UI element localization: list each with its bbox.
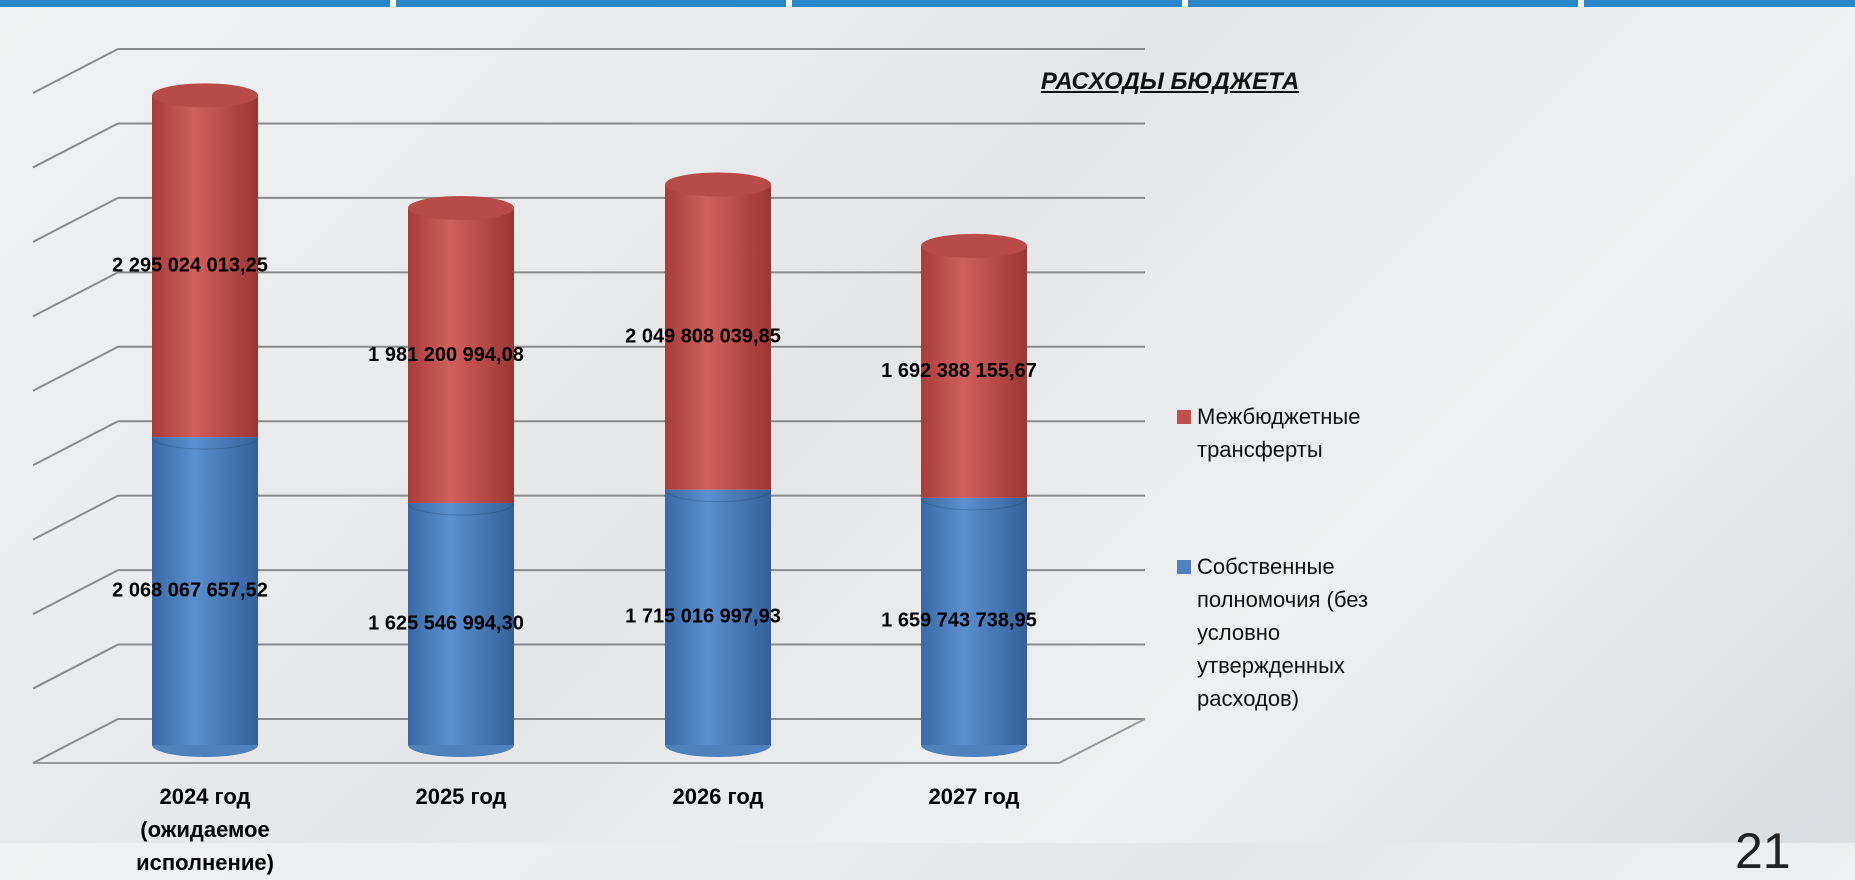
data-label: 1 715 016 997,93 [625, 606, 781, 628]
legend-swatch [1177, 410, 1191, 424]
grid-side-line [33, 421, 118, 465]
grid-side-line [33, 123, 118, 167]
x-tick-label: 2027 год [844, 780, 1104, 813]
data-label: 2 295 024 013,25 [112, 255, 268, 277]
chart-title: РАСХОДЫ БЮДЖЕТА [1010, 68, 1330, 96]
legend-label: Межбюджетные трансферты [1197, 400, 1402, 466]
legend-item: Собственные полномочия (без условно утве… [1177, 550, 1402, 715]
cylinder-cap [408, 196, 514, 220]
data-label: 1 659 743 738,95 [881, 610, 1037, 632]
grid-side-line [33, 198, 118, 242]
x-tick-label: 2025 год [331, 780, 591, 813]
legend-item: Межбюджетные трансферты [1177, 400, 1402, 466]
cylinder-cap [921, 234, 1027, 258]
page-number: 21 [1735, 822, 1791, 880]
grid-side-line [33, 272, 118, 316]
bars [152, 83, 1027, 757]
grid-side-line [33, 570, 118, 614]
grid-side-line [33, 49, 118, 93]
grid-side-line [33, 496, 118, 540]
grid-side-line [33, 719, 118, 763]
cylinder-cap [152, 83, 258, 107]
x-tick-label: 2024 год (ожидаемое исполнение) [75, 780, 335, 879]
grid-side-line [33, 645, 118, 689]
grid-side-line [33, 347, 118, 391]
data-label: 2 068 067 657,52 [112, 579, 268, 601]
data-label: 1 692 388 155,67 [881, 360, 1037, 382]
data-label: 2 049 808 039,85 [625, 325, 781, 347]
cylinder-cap [665, 172, 771, 196]
data-label: 1 625 546 994,30 [368, 612, 524, 634]
floor-edge [1059, 719, 1145, 763]
slide: 2 068 067 657,52 2 295 024 013,25 1 625 54… [0, 0, 1855, 843]
legend-label: Собственные полномочия (без условно утве… [1197, 550, 1402, 715]
data-label: 1 981 200 994,08 [368, 344, 524, 366]
chart: 2 068 067 657,52 2 295 024 013,25 1 625 54… [0, 0, 1855, 843]
x-tick-label: 2026 год [588, 780, 848, 813]
legend-swatch [1177, 560, 1191, 574]
